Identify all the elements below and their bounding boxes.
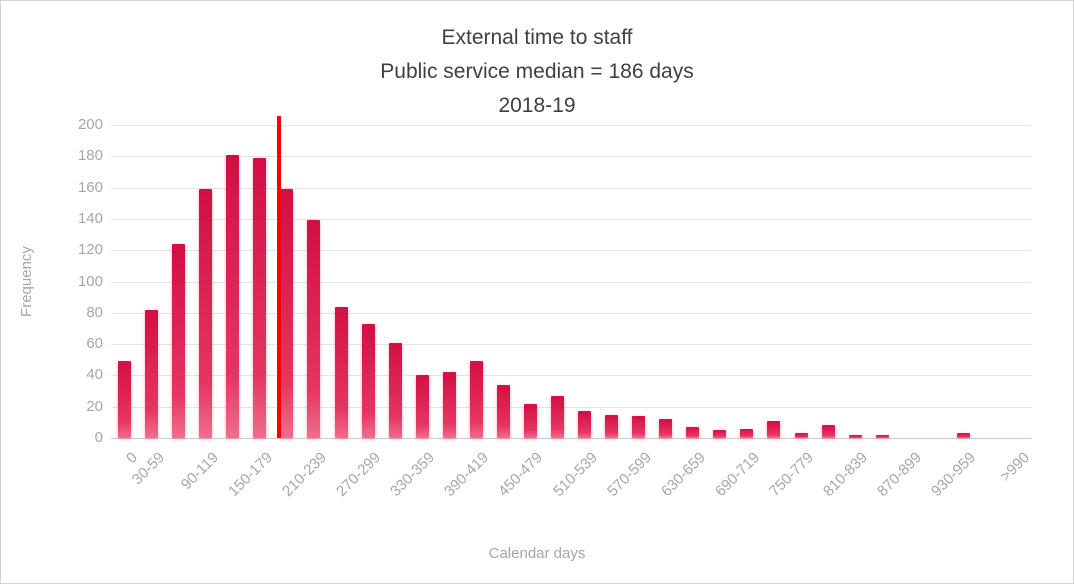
gridline <box>111 187 1031 189</box>
y-tick-label: 0 <box>94 429 103 446</box>
bar-300-329 <box>388 342 402 438</box>
y-tick-label: 60 <box>86 335 103 353</box>
x-axis-title: Calendar days <box>488 545 586 562</box>
x-tick-label: 210-239 <box>279 449 330 500</box>
gridline <box>111 125 1031 126</box>
gridline <box>111 156 1031 158</box>
chart-title-line-2: Public service median = 186 days <box>380 60 694 83</box>
y-tick-label: 140 <box>77 209 103 227</box>
y-axis-title-wrap: Frequency <box>7 125 45 438</box>
y-tick-label: 200 <box>77 116 103 133</box>
chart-title-line-1: External time to staff <box>441 26 633 49</box>
x-tick-label: 690-719 <box>711 449 763 500</box>
gridline <box>111 218 1031 220</box>
y-tick-label: 160 <box>77 178 103 196</box>
y-tick-label: 80 <box>86 303 103 321</box>
bar-240-269 <box>334 306 348 438</box>
bar-210-239 <box>307 220 321 438</box>
x-tick-label: 570-599 <box>603 449 655 500</box>
bar-660-689 <box>713 430 727 438</box>
bar-630-659 <box>686 427 700 438</box>
bar-690-719 <box>740 428 754 438</box>
bar-420-449 <box>496 384 510 438</box>
bar-180-209 <box>280 189 294 438</box>
bar-390-419 <box>469 361 483 438</box>
bar-0 <box>118 361 132 438</box>
x-tick-label: 930-959 <box>928 449 980 500</box>
x-tick-label: 270-299 <box>333 449 385 500</box>
bar-930-959 <box>956 433 970 438</box>
bar-600-629 <box>659 419 673 438</box>
x-tick-label: 330-359 <box>387 449 439 500</box>
x-tick-label: 750-779 <box>766 449 818 500</box>
gridline <box>111 406 1031 408</box>
x-tick-label: 870-899 <box>874 449 926 500</box>
bar-540-569 <box>605 414 619 438</box>
bar-450-479 <box>523 403 537 438</box>
x-tick-label: 510-539 <box>549 449 601 500</box>
y-tick-label: 120 <box>77 241 103 259</box>
bar-840-869 <box>875 434 889 438</box>
chart-title: External time to staff Public service me… <box>1 21 1073 123</box>
x-tick-label: >990 <box>997 449 1034 485</box>
bar-510-539 <box>578 411 592 438</box>
median-line <box>276 116 281 438</box>
y-tick-label: 40 <box>86 366 103 384</box>
bar-810-839 <box>848 434 862 438</box>
bar-720-749 <box>767 420 781 438</box>
y-tick-label: 180 <box>77 147 103 165</box>
bar-330-359 <box>415 375 429 438</box>
x-tick-label: 630-659 <box>657 449 709 500</box>
y-axis-title: Frequency <box>17 246 35 317</box>
bar-30-59 <box>145 309 159 438</box>
x-tick-label: 810-839 <box>820 449 872 500</box>
x-tick-label: 150-179 <box>224 449 276 500</box>
gridline <box>111 344 1031 346</box>
x-tick-label: 0 <box>122 449 141 467</box>
x-tick-label: 450-479 <box>495 449 547 500</box>
x-tick-label: 90-119 <box>177 449 222 494</box>
x-tick-label: 390-419 <box>441 449 493 500</box>
chart-title-line-3: 2018-19 <box>498 94 576 117</box>
bar-90-119 <box>199 189 213 438</box>
bar-570-599 <box>632 416 646 438</box>
bar-360-389 <box>442 372 456 438</box>
bar-750-779 <box>794 433 808 438</box>
gridline <box>111 281 1031 283</box>
bar-120-149 <box>226 154 240 438</box>
bar-780-809 <box>821 425 835 438</box>
x-axis-baseline <box>111 438 1031 439</box>
bar-60-89 <box>172 243 186 438</box>
bar-480-509 <box>550 395 564 438</box>
y-tick-label: 20 <box>86 397 103 415</box>
gridline <box>111 250 1031 252</box>
gridline <box>111 375 1031 377</box>
gridline <box>111 312 1031 314</box>
y-tick-label: 100 <box>77 272 103 290</box>
bar-270-299 <box>361 323 375 438</box>
bar-150-179 <box>253 157 267 438</box>
